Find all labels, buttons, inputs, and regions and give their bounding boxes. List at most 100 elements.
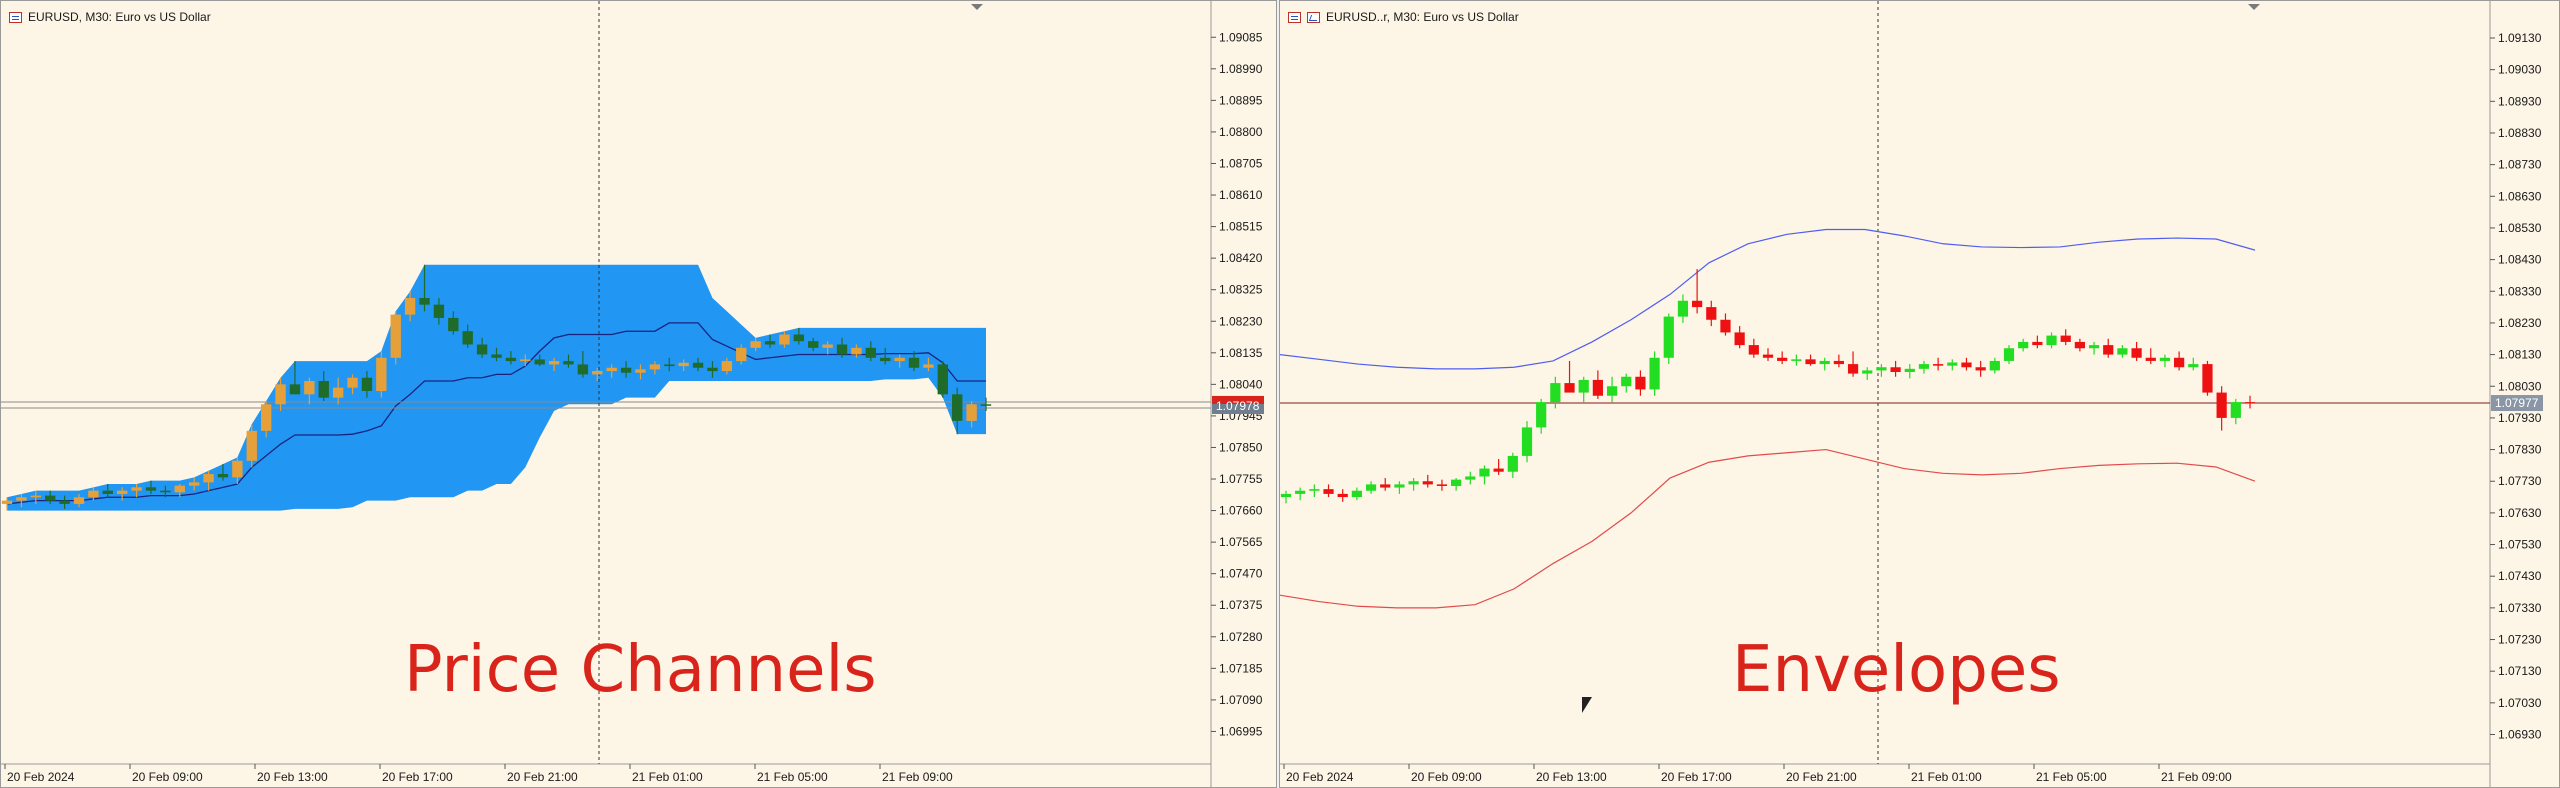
time-tick-label: 20 Feb 09:00 <box>1411 770 1482 784</box>
candle-body <box>1961 362 1972 368</box>
chart-shift-marker-icon[interactable] <box>2248 4 2260 10</box>
candle-body <box>1337 493 1348 498</box>
price-tick-label: 1.08325 <box>1219 283 1263 297</box>
time-tick-label: 21 Feb 01:00 <box>1911 770 1982 784</box>
candle-body <box>1408 481 1419 485</box>
candle-body <box>2088 345 2100 349</box>
price-tick-label: 1.07470 <box>1219 567 1263 581</box>
price-tick-label: 1.08135 <box>1219 346 1263 360</box>
price-tick-label: 1.07755 <box>1219 472 1263 486</box>
left-chart-pane[interactable]: 1.09085 1.08990 1.08895 1.08800 1.08705 1.086… <box>0 0 1277 788</box>
left-overlay-title: Price Channels <box>404 633 877 707</box>
candle-body <box>764 341 776 345</box>
candle-body <box>707 367 718 372</box>
price-tick-label: 1.08430 <box>2498 253 2542 267</box>
candle-body <box>736 347 747 362</box>
candle-body <box>476 344 488 355</box>
price-tick-label: 1.08040 <box>1219 377 1263 391</box>
candle-body <box>102 490 113 494</box>
candle-body <box>1451 479 1462 486</box>
price-tick-label: 1.08230 <box>1219 314 1263 328</box>
price-tick-label: 1.07830 <box>2498 443 2542 457</box>
candle-body <box>750 341 761 348</box>
price-tick-label: 1.08515 <box>1219 220 1263 234</box>
candle-body <box>923 364 934 368</box>
candle-body <box>664 364 675 367</box>
time-tick-label: 20 Feb 13:00 <box>257 770 328 784</box>
candle-body <box>1947 362 1958 366</box>
chart-icon <box>9 11 22 23</box>
price-tick-label: 1.08930 <box>2498 94 2542 108</box>
candle-body <box>1621 376 1632 387</box>
candle-body <box>2244 402 2256 404</box>
candle-body <box>1777 357 1788 361</box>
candle-body <box>30 495 41 498</box>
current-price-label: 1.07978 <box>1216 399 1260 413</box>
candle-body <box>1606 386 1618 396</box>
price-tick-label: 1.07375 <box>1219 598 1263 612</box>
price-tick-label: 1.08330 <box>2498 284 2542 298</box>
candle-body <box>2117 348 2128 355</box>
right-overlay-title: Envelopes <box>1732 633 2061 707</box>
candle-body <box>1 500 13 504</box>
candle-body <box>520 359 531 362</box>
candle-body <box>1762 354 1774 358</box>
price-tick-label: 1.07730 <box>2498 474 2542 488</box>
candle-body <box>246 430 257 461</box>
candle-body <box>2060 335 2071 342</box>
price-tick-label: 1.06930 <box>2498 728 2542 742</box>
candle-body <box>131 487 142 491</box>
price-tick-label: 1.08420 <box>1219 251 1263 265</box>
candle-body <box>1918 364 1930 369</box>
right-chart-canvas[interactable]: 1.09130 1.09030 1.08930 1.08830 1.08730 1.086… <box>1280 1 2560 788</box>
current-price-tag <box>2491 395 2543 412</box>
candle-body <box>1536 402 1547 428</box>
envelope-upper-line <box>1280 228 2256 370</box>
candle-body <box>2145 357 2156 361</box>
price-tick-label: 1.07330 <box>2498 601 2542 615</box>
right-chart-pane[interactable]: 1.09130 1.09030 1.08930 1.08830 1.08730 1.086… <box>1279 0 2560 788</box>
candle-body <box>88 490 99 498</box>
price-tick-label: 1.09030 <box>2498 63 2542 77</box>
time-tick-label: 20 Feb 21:00 <box>507 770 578 784</box>
candle-body <box>1862 370 1873 374</box>
candle-body <box>1422 481 1433 485</box>
candle-body <box>347 377 358 388</box>
envelope-lower-line <box>1280 448 2256 609</box>
candle-body <box>2174 357 2185 368</box>
candle-body <box>2032 341 2043 346</box>
candle-body <box>1989 360 2000 371</box>
candle-body <box>160 490 171 493</box>
candle-body <box>232 460 243 478</box>
candle-body <box>966 404 977 421</box>
left-chart-canvas[interactable]: 1.09085 1.08990 1.08895 1.08800 1.08705 1.086… <box>1 1 1277 788</box>
price-channel-median-line <box>6 322 986 505</box>
chart-shift-marker-icon[interactable] <box>971 4 983 10</box>
price-tick-label: 1.07130 <box>2498 664 2542 678</box>
left-chart-header: EURUSD, M30: Euro vs US Dollar <box>9 10 211 24</box>
candle-body <box>2018 341 2029 349</box>
time-tick-label: 21 Feb 05:00 <box>2036 770 2107 784</box>
candle-body <box>1436 484 1448 486</box>
candle-body <box>1365 484 1377 491</box>
chart-icon <box>1288 11 1301 23</box>
price-tick-label: 1.07565 <box>1219 535 1263 549</box>
price-channel-band <box>7 264 986 511</box>
candle-body <box>116 490 128 494</box>
price-tick-label: 1.09085 <box>1219 30 1263 44</box>
candle-body <box>304 381 315 395</box>
candle-body <box>2202 364 2213 393</box>
candle-body <box>2188 364 2199 368</box>
candle-body <box>45 495 56 501</box>
candle-body <box>2103 345 2114 355</box>
indicator-icon <box>1307 11 1320 23</box>
candle-body <box>1635 376 1646 390</box>
candle-body <box>1876 367 1887 371</box>
candle-body <box>16 497 27 501</box>
candle-body <box>563 361 574 365</box>
candle-body <box>505 357 517 362</box>
candle-body <box>822 344 833 348</box>
candle-body <box>203 474 214 483</box>
candle-body <box>217 474 229 478</box>
candle-body <box>318 381 329 398</box>
